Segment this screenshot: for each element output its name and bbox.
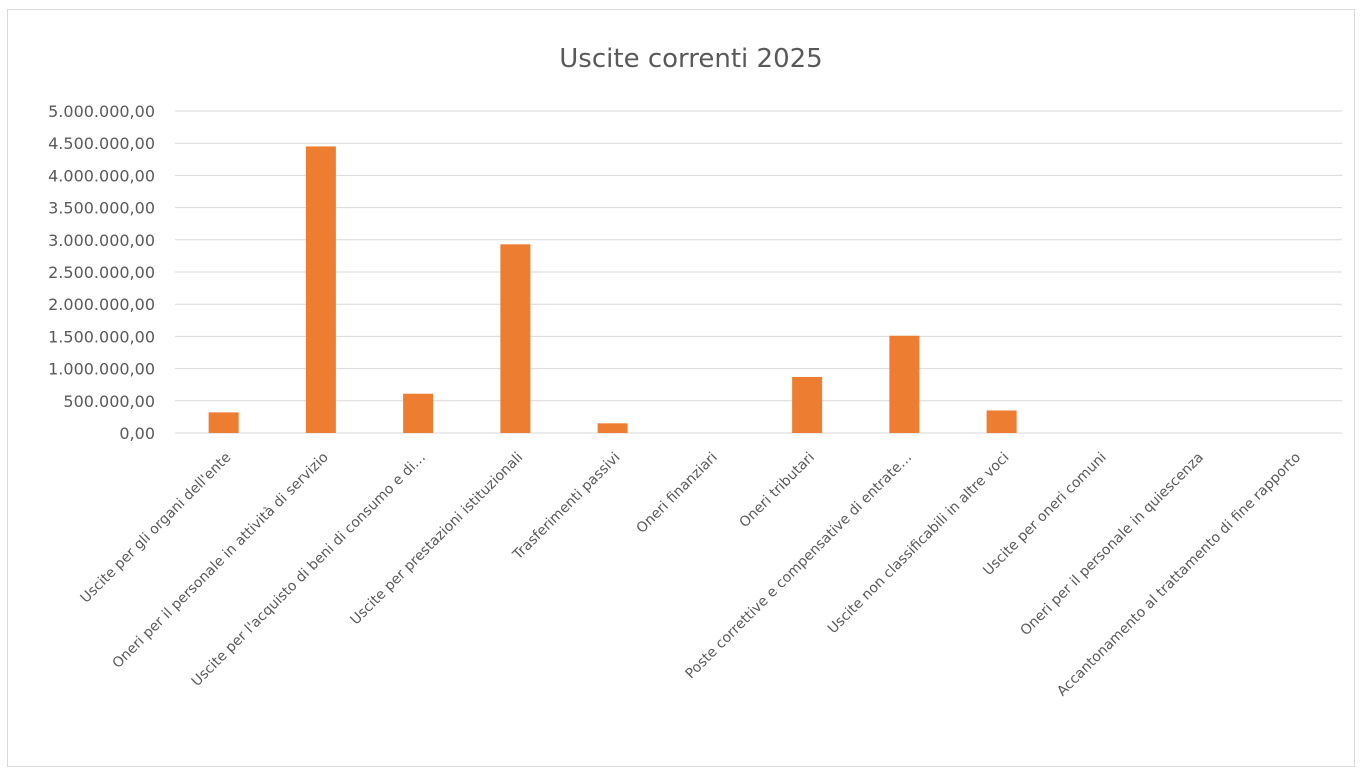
y-tick-label: 3.500.000,00 bbox=[48, 199, 155, 218]
gridlines bbox=[175, 110, 1342, 434]
bar bbox=[986, 410, 1017, 433]
bar bbox=[208, 412, 239, 433]
y-tick-label: 500.000,00 bbox=[63, 392, 155, 411]
bar bbox=[403, 393, 434, 433]
x-category-label: Trasferimenti passivi bbox=[509, 450, 623, 564]
bar-chart: Uscite correnti 2025 0,00 500.000,00 1.000… bbox=[48, 44, 1342, 700]
y-tick-label: 1.500.000,00 bbox=[48, 327, 155, 346]
bars bbox=[208, 146, 1017, 434]
x-category-label: Uscite non classificabili in altre voci bbox=[825, 450, 1013, 638]
y-tick-label: 1.000.000,00 bbox=[48, 360, 155, 379]
x-category-label: Uscite per prestazioni istituzionali bbox=[348, 450, 527, 629]
bar bbox=[305, 146, 336, 434]
bar bbox=[889, 335, 920, 433]
y-tick-label: 2.500.000,00 bbox=[48, 263, 155, 282]
y-axis-tick-labels: 0,00 500.000,00 1.000.000,00 1.500.000,00 2.… bbox=[48, 102, 155, 443]
y-tick-label: 4.000.000,00 bbox=[48, 166, 155, 185]
bar bbox=[500, 244, 531, 433]
x-category-label: Oneri per il personale in quiescenza bbox=[1017, 450, 1206, 639]
y-tick-label: 2.000.000,00 bbox=[48, 295, 155, 314]
x-category-label: Uscite per gli organi dell'ente bbox=[77, 450, 234, 607]
bar bbox=[597, 423, 628, 433]
y-tick-label: 5.000.000,00 bbox=[48, 102, 155, 121]
x-category-label: Oneri tributari bbox=[736, 450, 817, 531]
y-tick-label: 3.000.000,00 bbox=[48, 231, 155, 250]
x-category-label: Oneri per il personale in attività di se… bbox=[109, 450, 331, 672]
x-category-label: Uscite per l'acquisto di beni di consumo… bbox=[189, 450, 429, 690]
y-tick-label: 0,00 bbox=[119, 424, 155, 443]
y-tick-label: 4.500.000,00 bbox=[48, 134, 155, 153]
bar bbox=[792, 376, 823, 433]
x-category-label: Poste correttive e compensative di entra… bbox=[683, 450, 916, 683]
chart-title: Uscite correnti 2025 bbox=[559, 44, 822, 74]
chart-frame: Uscite correnti 2025 0,00 500.000,00 1.000… bbox=[7, 9, 1355, 767]
x-category-label: Oneri finanziari bbox=[634, 450, 721, 537]
